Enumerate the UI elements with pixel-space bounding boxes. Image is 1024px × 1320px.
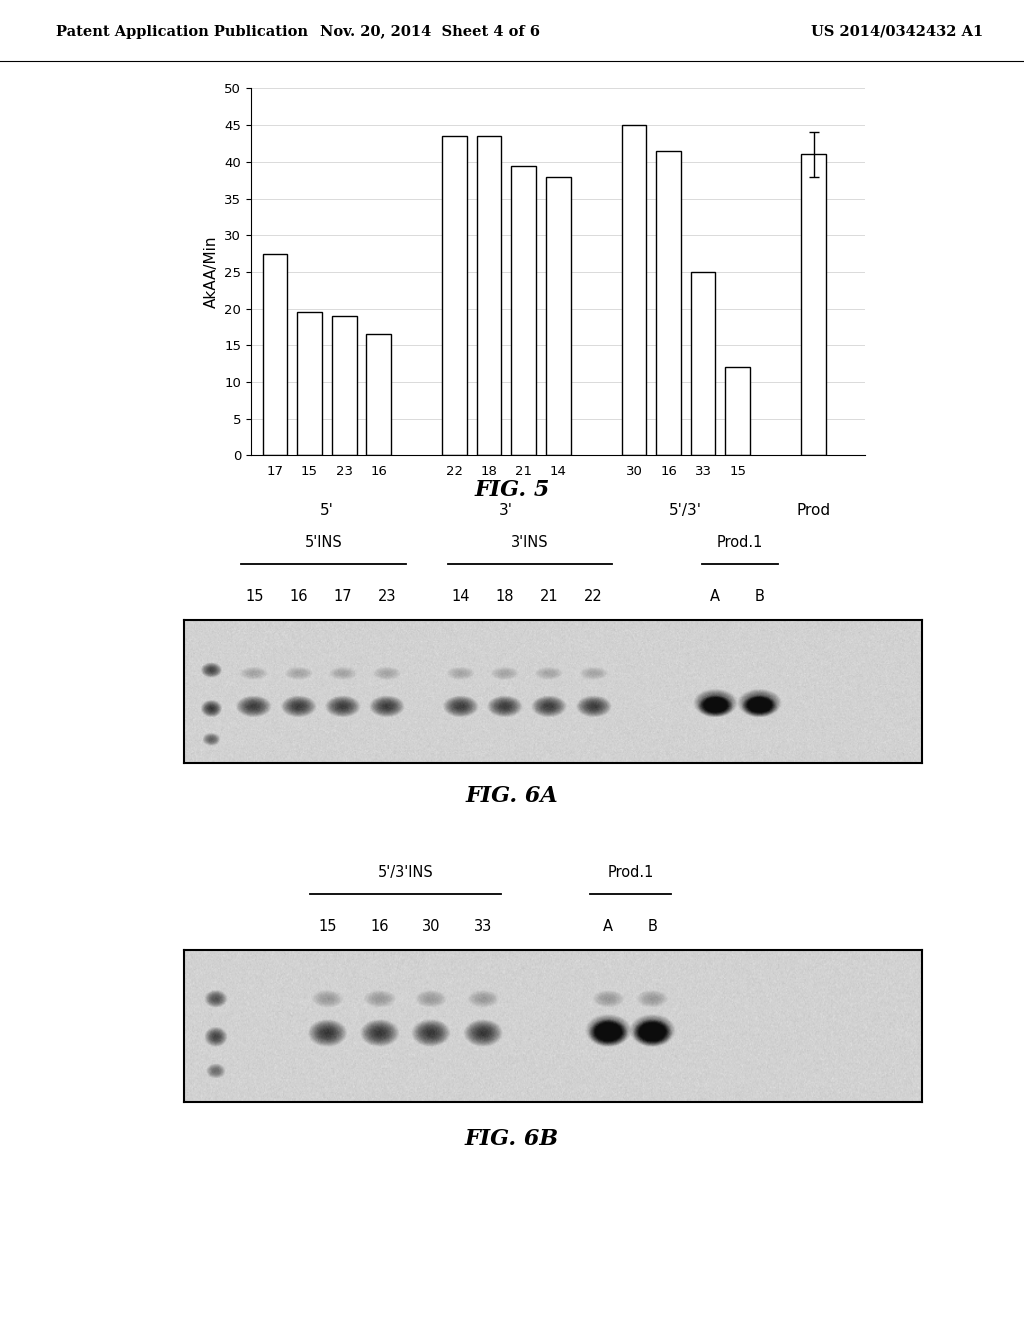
Text: 22: 22 (584, 589, 603, 605)
Text: 3': 3' (500, 503, 513, 519)
Bar (367, 334, 391, 455)
Text: 5': 5' (319, 503, 334, 519)
Bar (442, 136, 467, 455)
Text: FIG. 5: FIG. 5 (474, 479, 550, 500)
Bar (476, 136, 502, 455)
Bar (725, 367, 750, 455)
Bar (801, 154, 826, 455)
Bar (656, 150, 681, 455)
Text: A: A (603, 919, 613, 935)
Text: 30: 30 (422, 919, 440, 935)
Text: 14: 14 (452, 589, 470, 605)
Text: 15: 15 (245, 589, 263, 605)
Text: 5'/3'INS: 5'/3'INS (378, 865, 433, 880)
Bar (262, 253, 288, 455)
Bar (690, 272, 716, 455)
Bar (511, 165, 536, 455)
Text: Prod.1: Prod.1 (717, 535, 763, 550)
Bar (332, 315, 356, 455)
Bar (546, 177, 570, 455)
Text: 5'INS: 5'INS (304, 535, 342, 550)
Text: Nov. 20, 2014  Sheet 4 of 6: Nov. 20, 2014 Sheet 4 of 6 (321, 25, 540, 38)
Text: 15: 15 (318, 919, 337, 935)
Text: 18: 18 (496, 589, 514, 605)
Text: 33: 33 (474, 919, 493, 935)
Text: Prod: Prod (797, 503, 830, 519)
Y-axis label: AkAA/Min: AkAA/Min (204, 236, 218, 308)
Text: Prod.1: Prod.1 (607, 865, 653, 880)
Text: 5'/3': 5'/3' (670, 503, 702, 519)
Text: B: B (647, 919, 657, 935)
Text: 16: 16 (290, 589, 308, 605)
Text: 17: 17 (334, 589, 352, 605)
Text: 23: 23 (378, 589, 396, 605)
Text: 21: 21 (540, 589, 558, 605)
Text: 3'INS: 3'INS (511, 535, 549, 550)
Text: US 2014/0342432 A1: US 2014/0342432 A1 (811, 25, 983, 38)
Bar (622, 125, 646, 455)
Text: FIG. 6A: FIG. 6A (466, 785, 558, 807)
Text: 16: 16 (371, 919, 389, 935)
Text: FIG. 6B: FIG. 6B (465, 1129, 559, 1150)
Bar (297, 313, 322, 455)
Text: Patent Application Publication: Patent Application Publication (56, 25, 308, 38)
Text: A: A (711, 589, 720, 605)
Text: B: B (755, 589, 764, 605)
